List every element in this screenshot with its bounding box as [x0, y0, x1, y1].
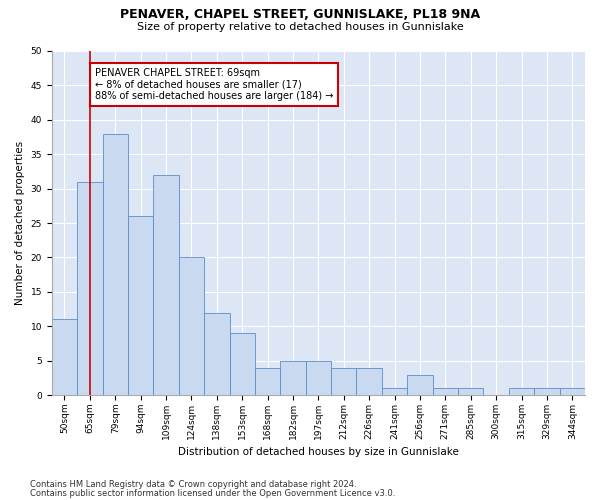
Bar	[331, 368, 356, 395]
Bar	[230, 333, 255, 395]
Bar	[255, 368, 280, 395]
Bar	[77, 182, 103, 395]
Bar	[356, 368, 382, 395]
Bar	[52, 320, 77, 395]
Bar	[154, 175, 179, 395]
Bar	[509, 388, 534, 395]
Bar	[204, 312, 230, 395]
Bar	[560, 388, 585, 395]
Bar	[280, 360, 305, 395]
Text: Size of property relative to detached houses in Gunnislake: Size of property relative to detached ho…	[137, 22, 463, 32]
Bar	[407, 374, 433, 395]
Bar	[179, 258, 204, 395]
Bar	[458, 388, 484, 395]
Bar	[382, 388, 407, 395]
Bar	[534, 388, 560, 395]
Text: PENAVER, CHAPEL STREET, GUNNISLAKE, PL18 9NA: PENAVER, CHAPEL STREET, GUNNISLAKE, PL18…	[120, 8, 480, 20]
Text: Contains public sector information licensed under the Open Government Licence v3: Contains public sector information licen…	[30, 488, 395, 498]
Bar	[128, 216, 154, 395]
Bar	[433, 388, 458, 395]
Y-axis label: Number of detached properties: Number of detached properties	[15, 141, 25, 305]
Text: PENAVER CHAPEL STREET: 69sqm
← 8% of detached houses are smaller (17)
88% of sem: PENAVER CHAPEL STREET: 69sqm ← 8% of det…	[95, 68, 334, 102]
Bar	[103, 134, 128, 395]
Bar	[305, 360, 331, 395]
X-axis label: Distribution of detached houses by size in Gunnislake: Distribution of detached houses by size …	[178, 448, 459, 458]
Text: Contains HM Land Registry data © Crown copyright and database right 2024.: Contains HM Land Registry data © Crown c…	[30, 480, 356, 489]
